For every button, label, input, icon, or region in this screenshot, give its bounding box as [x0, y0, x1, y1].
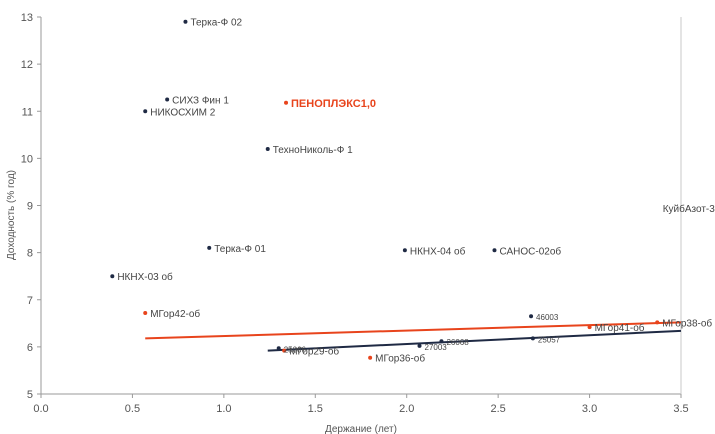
- scatter-point: [265, 146, 270, 151]
- point-label: 25066: [284, 345, 307, 354]
- x-tick-label: 1.0: [216, 403, 231, 415]
- y-tick-label: 7: [27, 295, 33, 307]
- scatter-point: [530, 336, 535, 341]
- scatter-point: [655, 320, 660, 325]
- point-label: 46003: [536, 313, 559, 322]
- scatter-point: [276, 346, 281, 351]
- scatter-point: [417, 343, 422, 348]
- trendline: [267, 329, 682, 352]
- x-axis-ticks: 0.0 0.5 1.0 1.5 2.0 2.5 3.0 3.5: [33, 394, 689, 415]
- point-label: Терка-Ф 02: [190, 18, 242, 29]
- point-label: МГор42-об: [150, 308, 200, 320]
- plot-frame: [40, 17, 682, 395]
- point-label: МГор29-об: [289, 346, 339, 358]
- trendlines: [145, 321, 682, 352]
- x-tick-label: 0.0: [33, 403, 48, 415]
- scatter-point: [207, 245, 212, 250]
- data-points: [110, 19, 660, 360]
- y-tick-label: 12: [21, 59, 33, 71]
- scatter-point: [165, 97, 170, 102]
- x-tick-label: 3.5: [673, 403, 688, 415]
- annotation-label: КуйбАзот-3: [663, 203, 715, 215]
- scatter-point: [110, 274, 115, 279]
- x-tick-label: 2.5: [490, 403, 505, 415]
- point-label: Терка-Ф 01: [214, 244, 266, 255]
- y-tick-label: 10: [21, 153, 33, 165]
- point-label: МГор38-об: [662, 317, 712, 329]
- scatter-point: [282, 348, 287, 353]
- y-tick-label: 9: [27, 201, 33, 213]
- scatter-point: [402, 248, 407, 253]
- point-label: СИХЗ Фин 1: [172, 95, 229, 106]
- scatter-point: [183, 19, 188, 24]
- point-label: ТехноНиколь-Ф 1: [273, 145, 353, 156]
- point-label: 25057: [538, 335, 561, 344]
- scatter-point: [143, 310, 148, 315]
- x-axis-label: Держание (лет): [325, 424, 397, 434]
- y-tick-label: 8: [27, 248, 33, 260]
- y-axis-label: Доходность (% год): [6, 170, 17, 260]
- y-tick-label: 6: [27, 342, 33, 354]
- scatter-point: [529, 314, 534, 319]
- x-tick-label: 1.5: [308, 403, 323, 415]
- x-tick-label: 0.5: [125, 403, 140, 415]
- scatter-point: [587, 325, 592, 330]
- point-label: НИКОСХИМ 2: [150, 107, 216, 118]
- scatter-point: [439, 339, 444, 344]
- point-label: НКНХ-04 об: [410, 245, 466, 257]
- y-tick-label: 13: [21, 12, 33, 24]
- scatter-point: [143, 109, 148, 114]
- trendline: [145, 321, 682, 340]
- x-tick-label: 2.0: [399, 403, 414, 415]
- y-tick-label: 11: [22, 106, 33, 118]
- scatter-point: [284, 100, 289, 105]
- point-label: САНОС-02об: [499, 245, 561, 257]
- scatter-point: [492, 248, 497, 253]
- point-label: 27003: [425, 343, 448, 352]
- point-label: ПЕНОПЛЭКС1,0: [291, 98, 376, 110]
- x-tick-label: 3.0: [582, 403, 597, 415]
- point-label: МГор36-об: [375, 353, 425, 365]
- scatter-point: [368, 355, 373, 360]
- y-axis-ticks: 5 6 7 8 9 10 11 12 13: [21, 12, 41, 401]
- point-label: МГор41-об: [595, 322, 645, 334]
- point-label: 26068: [446, 338, 469, 347]
- point-label: НКНХ-03 об: [117, 271, 173, 283]
- y-tick-label: 5: [27, 389, 33, 401]
